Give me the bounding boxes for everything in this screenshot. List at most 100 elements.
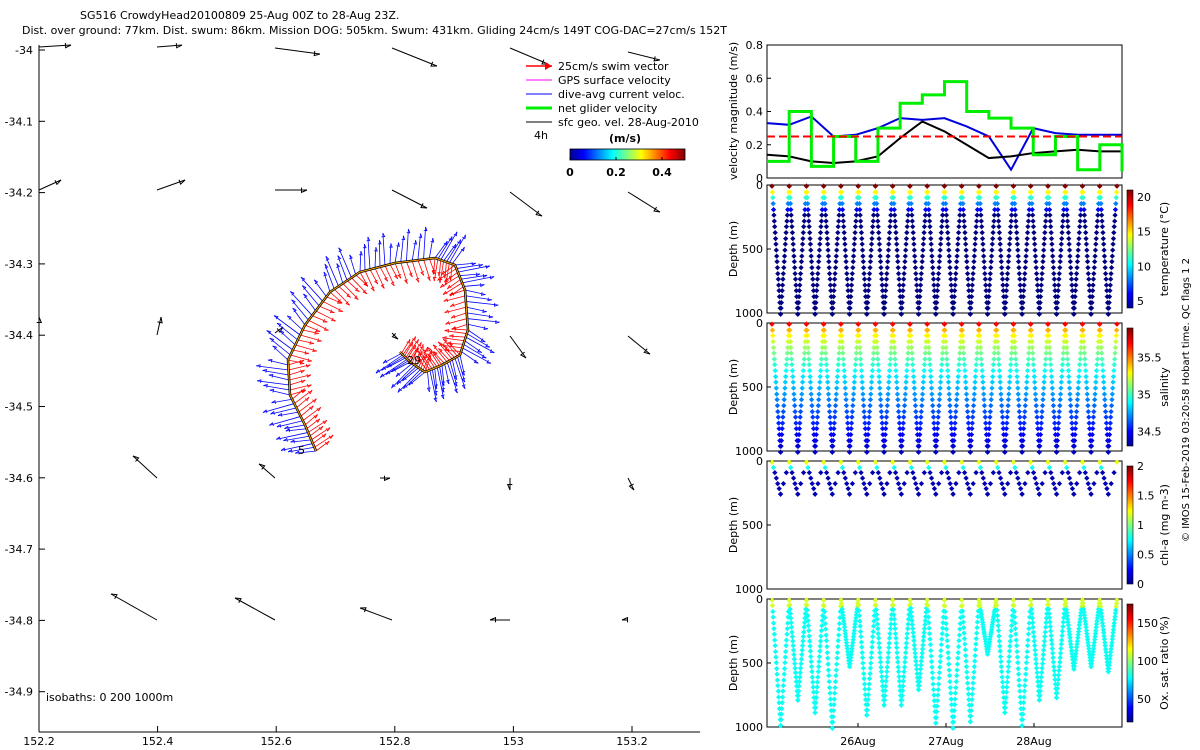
oxygen-point: ◆	[924, 600, 930, 608]
oxygen-point: ◆	[1027, 613, 1033, 621]
temperature-point: ◆	[958, 199, 964, 207]
temperature-point: ◆	[857, 205, 863, 213]
oxygen-point: ◆	[1087, 650, 1093, 658]
oxygen-point: ◆	[773, 653, 779, 661]
salinity-point: ◆	[907, 326, 913, 334]
chla-point: ◆	[1018, 485, 1024, 493]
oxygen-point: ◆	[1022, 687, 1028, 695]
salinity-point: ◆	[1100, 367, 1106, 375]
swim-vector	[359, 271, 369, 287]
temperature-point: ◆	[962, 229, 968, 237]
chla-point: ◆	[912, 474, 918, 482]
sfc-arrow-head	[519, 351, 527, 359]
salinity-point: ◆	[790, 372, 796, 380]
chla-scatter: ◆ ◆◆◆ ◆◆◆ ◆◆◆◆◆ ◆◆◆ ◆◆◆ ◆◆◆◆◆ ◆◆◆ ◆◆◆ ◆◆◆◆◆ ◆◆◆ ◆◆◆…	[769, 458, 1120, 498]
oxygen-point: ◆	[839, 599, 845, 607]
salinity-point: ◆	[809, 390, 815, 398]
oxygen-point: ◆	[1102, 635, 1108, 643]
salinity-point: ◆	[1076, 372, 1082, 380]
salinity-point: ◆	[788, 343, 794, 351]
velocity-axes-box	[766, 44, 1123, 179]
salinity-point: ◆	[836, 355, 842, 363]
swim-vector	[417, 259, 425, 276]
swim-vector-head	[322, 419, 328, 425]
oxygen-point: ◆	[971, 668, 977, 676]
oxygen-point: ◆	[820, 606, 826, 614]
oxygen-point: ◆	[846, 653, 852, 661]
current-vector-head	[269, 388, 275, 393]
temperature-point: ◆	[947, 252, 953, 260]
salinity-point: ◆	[830, 436, 836, 444]
salinity-point: ◆	[1043, 355, 1049, 363]
temperature-point: ◆	[830, 310, 836, 318]
chla-point: ◆	[881, 490, 887, 498]
temperature-point: ◆	[927, 211, 933, 219]
oxygen-point: ◆	[800, 641, 806, 649]
temperature-point: ◆	[864, 304, 870, 312]
temperature-point: ◆	[834, 240, 840, 248]
temperature-point: ◆	[907, 188, 913, 196]
oxygen-point: ◆	[885, 663, 891, 671]
salinity-point: ◆	[922, 361, 928, 369]
current-vector-head	[485, 264, 491, 269]
salinity-point: ◆	[1023, 390, 1029, 398]
salinity-point: ◆	[906, 337, 912, 345]
salinity-point: ◆	[1105, 431, 1111, 439]
oxygen-point: ◆	[1097, 599, 1103, 607]
current-vector-head	[323, 271, 328, 277]
salinity-point: ◆	[775, 407, 781, 415]
oxygen-point: ◆	[799, 650, 805, 658]
salinity-point: ◆	[1063, 332, 1069, 340]
salinity-point: ◆	[1097, 326, 1103, 334]
salinity-point: ◆	[824, 361, 830, 369]
oxygen-point: ◆	[955, 654, 961, 662]
current-vector	[439, 365, 445, 393]
oxygen-point: ◆	[1047, 614, 1053, 622]
swim-vector-head	[432, 344, 438, 349]
oxygen-point: ◆	[838, 596, 844, 604]
temperature-point: ◆	[773, 234, 779, 242]
temperature-point: ◆	[925, 182, 931, 190]
salinity-point: ◆	[870, 361, 876, 369]
temperature-point: ◆	[882, 298, 888, 306]
salinity-point: ◆	[1089, 436, 1095, 444]
current-vector-head	[406, 228, 411, 234]
temperature-point: ◆	[1038, 287, 1044, 295]
oxygen-point: ◆	[831, 707, 837, 715]
salinity-point: ◆	[949, 431, 955, 439]
temperature-point: ◆	[1007, 234, 1013, 242]
temperature-point: ◆	[1069, 275, 1075, 283]
salinity-point: ◆	[945, 361, 951, 369]
temperature-point: ◆	[1100, 223, 1106, 231]
salinity-point: ◆	[912, 396, 918, 404]
salinity-point: ◆	[1057, 401, 1063, 409]
temperature-point: ◆	[1036, 293, 1042, 301]
salinity-point: ◆	[1032, 378, 1038, 386]
temperature-point: ◆	[1037, 310, 1043, 318]
sfc-arrow	[156, 44, 183, 48]
salinity-point: ◆	[795, 448, 801, 456]
temperature-point: ◆	[993, 188, 999, 196]
salinity-point: ◆	[1012, 337, 1018, 345]
salinity-point: ◆	[929, 384, 935, 392]
salinity-point: ◆	[874, 343, 880, 351]
salinity-point: ◆	[809, 396, 815, 404]
oxygen-point: ◆	[900, 682, 906, 690]
temperature-point: ◆	[1088, 298, 1094, 306]
chla-point: ◆	[916, 490, 922, 498]
chla-point: ◆	[1017, 479, 1023, 487]
oxygen-point: ◆	[834, 654, 840, 662]
salinity-point: ◆	[865, 436, 871, 444]
salinity-point: ◆	[883, 425, 889, 433]
salinity-point: ◆	[915, 436, 921, 444]
salinity-point: ◆	[1068, 396, 1074, 404]
oxygen-point: ◆	[999, 663, 1005, 671]
oxygen-point: ◆	[789, 623, 795, 631]
oxygen-point: ◆	[796, 687, 802, 695]
map-x-tick-label: 152.2	[23, 735, 55, 748]
salinity-point: ◆	[772, 361, 778, 369]
temperature-point: ◆	[1095, 211, 1101, 219]
salinity-point: ◆	[914, 413, 920, 421]
oxygen-point: ◆	[1111, 622, 1117, 630]
map-y-tick-label: -34.4	[5, 329, 33, 342]
